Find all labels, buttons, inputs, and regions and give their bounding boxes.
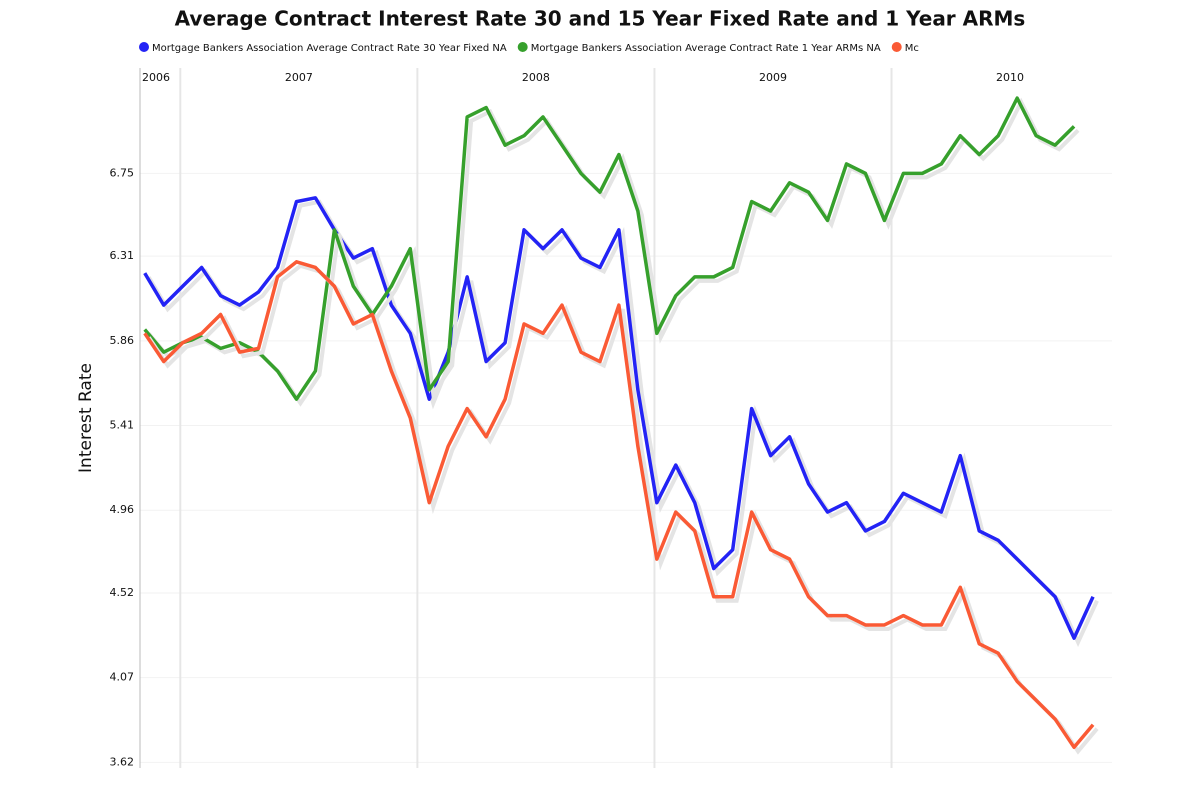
- y-tick-label: 4.07: [110, 671, 135, 684]
- y-axis-label: Interest Rate: [76, 363, 96, 473]
- y-tick-label: 5.86: [110, 334, 135, 347]
- line-shadow: [147, 263, 1099, 755]
- legend-swatch: [891, 42, 902, 52]
- y-tick-label: 4.52: [110, 586, 135, 599]
- series-line: [143, 96, 1076, 401]
- x-tick-label: 2010: [996, 71, 1024, 84]
- y-tick-label: 6.75: [110, 166, 135, 179]
- y-tick-label: 3.62: [110, 755, 135, 768]
- legend-label: Mortgage Bankers Association Average Con…: [531, 43, 881, 54]
- x-tick-label: 2008: [522, 71, 550, 84]
- legend-swatch: [139, 42, 149, 52]
- x-tick-label: 2006: [142, 71, 170, 84]
- series-line: [143, 196, 1095, 640]
- y-tick-label: 6.31: [110, 249, 135, 262]
- line-shadow: [147, 199, 1099, 647]
- legend: Mortgage Bankers Association Average Con…: [139, 42, 919, 54]
- chart-title: Average Contract Interest Rate 30 and 15…: [175, 7, 1026, 31]
- legend-label: Mc: [905, 43, 919, 54]
- x-tick-label: 2009: [759, 71, 787, 84]
- legend-label: Mortgage Bankers Association Average Con…: [152, 43, 507, 54]
- line-shadow: [147, 97, 1080, 407]
- y-tick-label: 5.41: [110, 419, 135, 432]
- plot: [143, 96, 1099, 755]
- legend-swatch: [517, 42, 528, 52]
- series-line: [143, 260, 1095, 750]
- x-tick-label: 2007: [285, 71, 313, 84]
- y-tick-label: 4.96: [110, 503, 135, 516]
